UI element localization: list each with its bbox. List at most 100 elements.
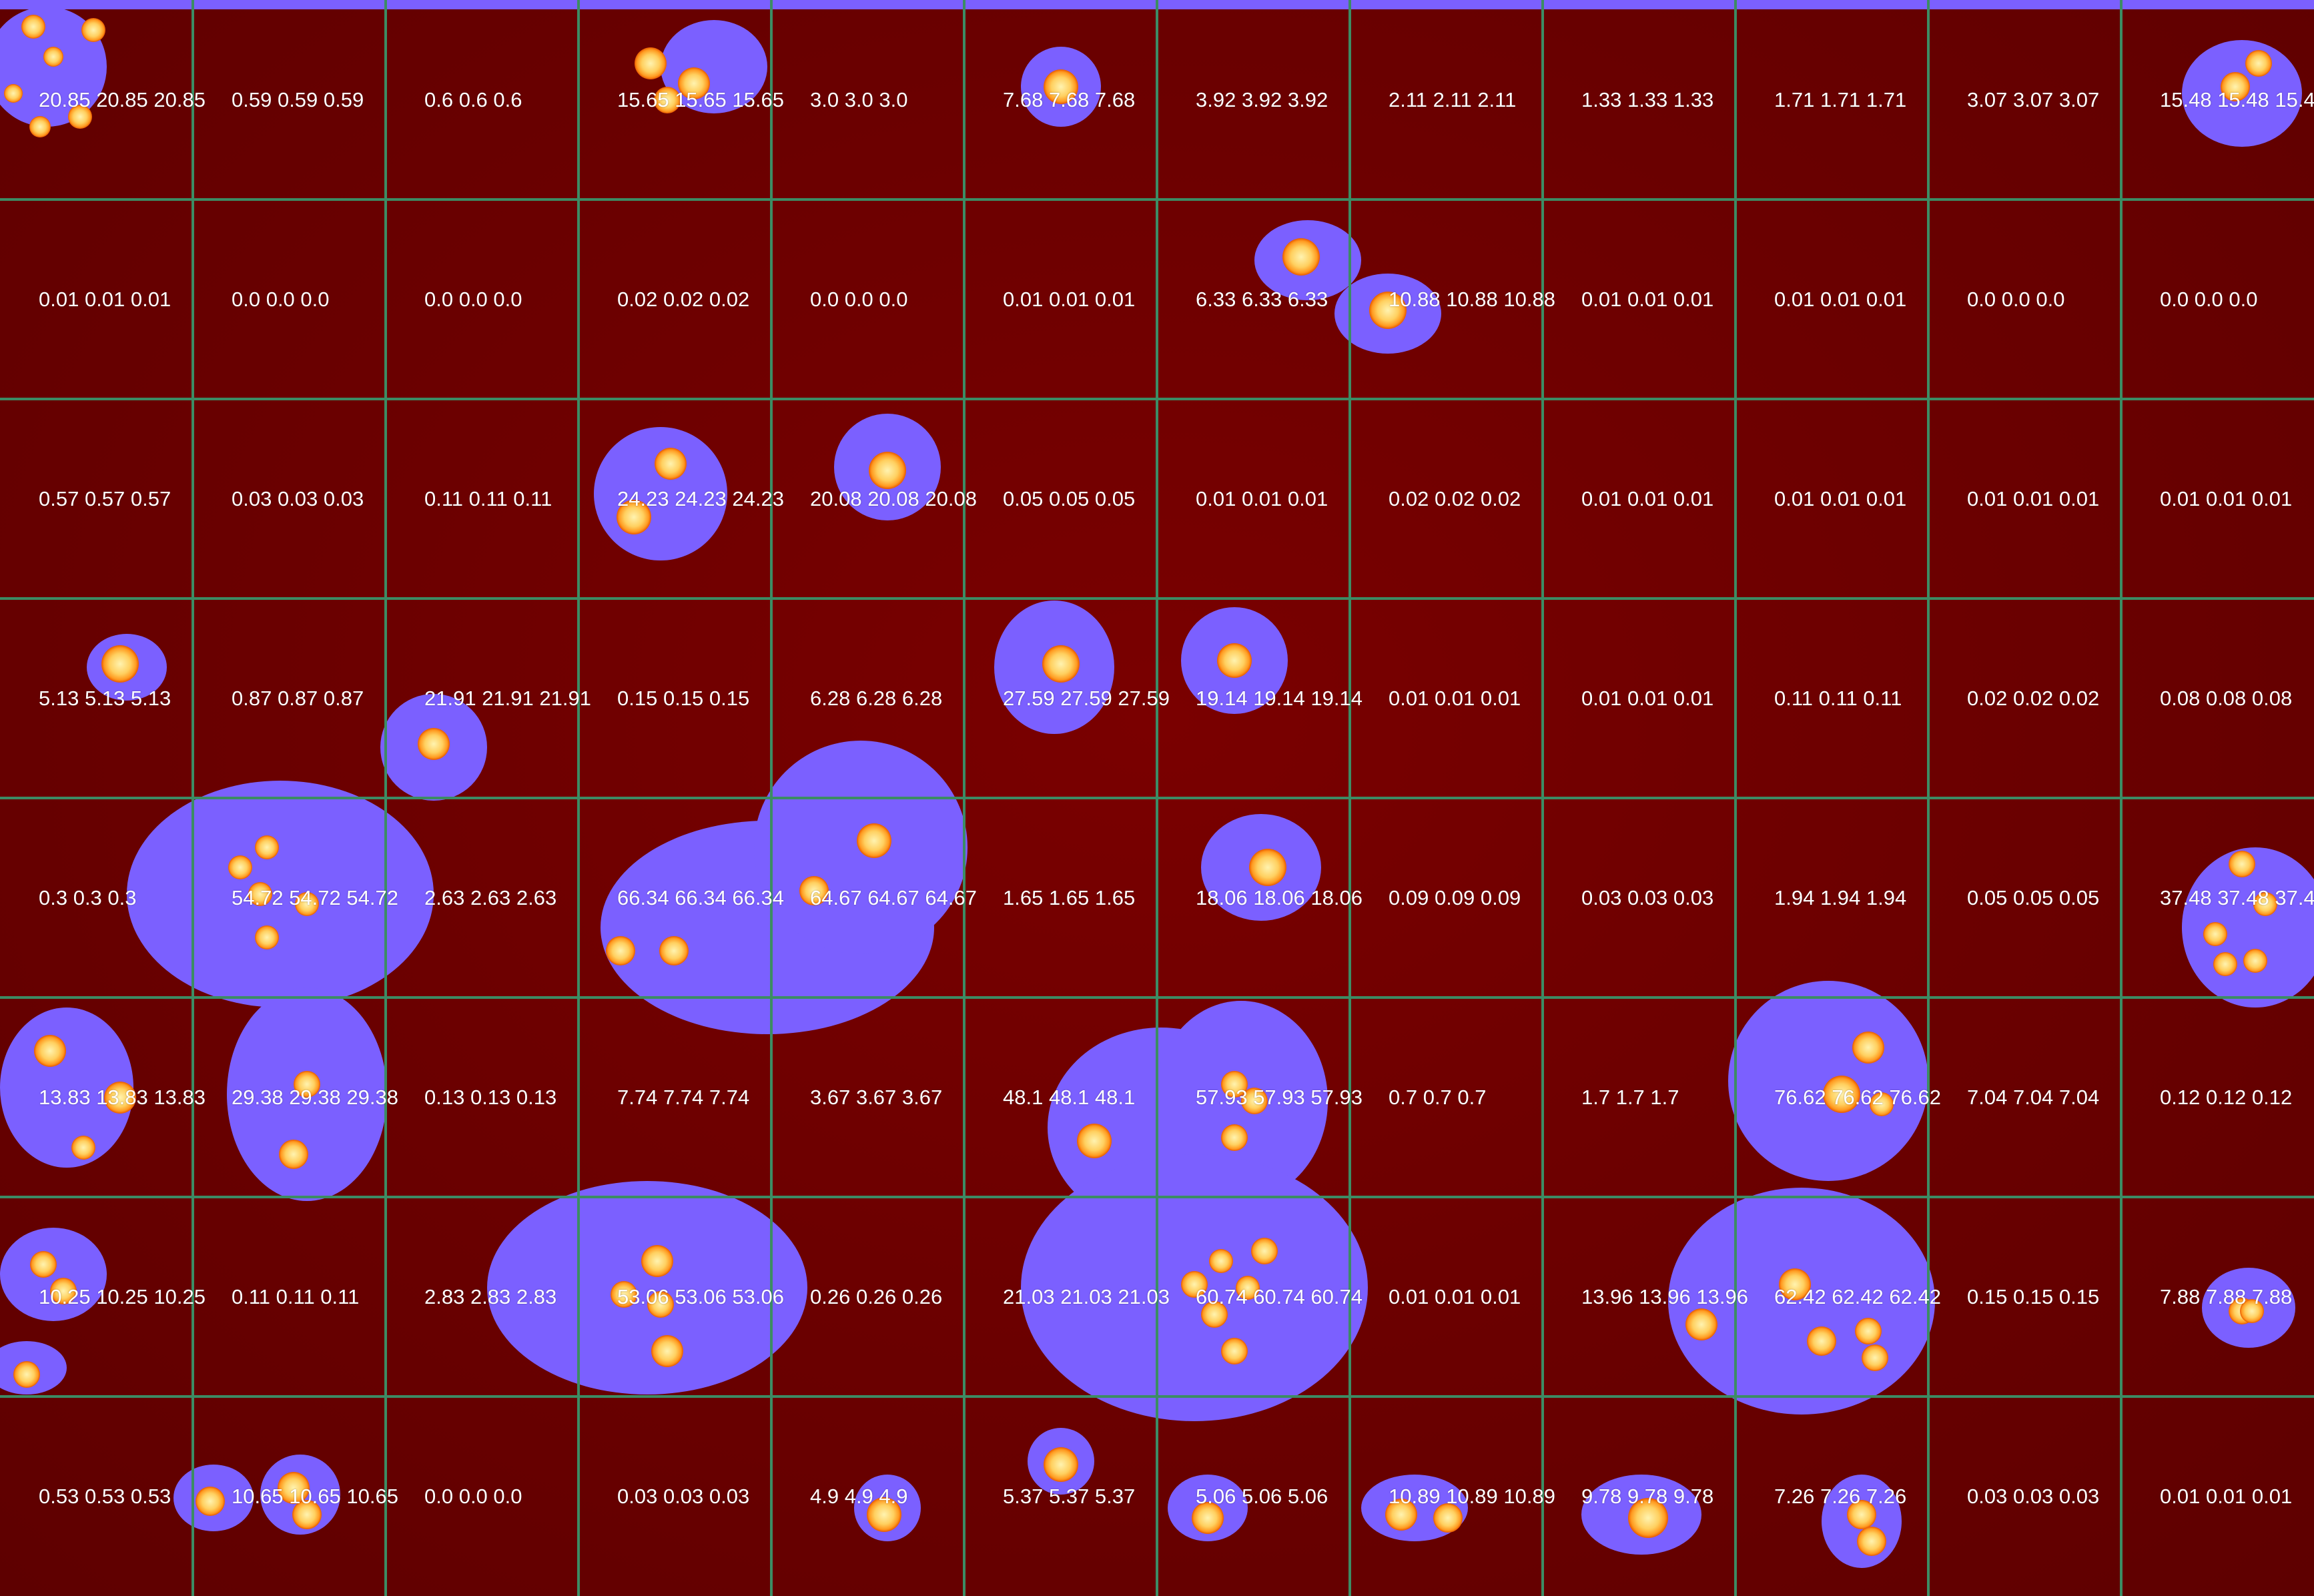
- cell-value-label: 0.09 0.09 0.09: [1389, 886, 1521, 909]
- cell-value-label: 64.67 64.67 64.67: [810, 886, 977, 909]
- cell-value-label: 7.04 7.04 7.04: [1967, 1086, 2100, 1109]
- colony-dot: [295, 892, 319, 916]
- cell-value-label: 0.87 0.87 0.87: [232, 687, 364, 710]
- halo-zone: [0, 1008, 133, 1168]
- cell-value-label: 5.06 5.06 5.06: [1196, 1485, 1328, 1508]
- colony-dot: [71, 1136, 95, 1160]
- cell-value-label: 0.0 0.0 0.0: [1967, 288, 2065, 311]
- grid-line-horizontal: [0, 797, 2314, 799]
- cell-value-label: 3.0 3.0 3.0: [810, 88, 908, 111]
- colony-dot: [255, 925, 279, 949]
- colony-dot: [13, 1361, 40, 1388]
- colony-dot: [294, 1071, 320, 1098]
- colony-dot: [2203, 922, 2227, 946]
- cell-value-label: 24.23 24.23 24.23: [617, 487, 784, 510]
- halo-zone: [487, 1181, 807, 1394]
- colony-layer: [4, 15, 2277, 1556]
- colony-dot: [248, 882, 272, 906]
- colony-dot: [1044, 1447, 1078, 1482]
- colony-dot: [4, 84, 23, 103]
- cell-value-label: 37.48 37.48 37.48: [2160, 886, 2314, 909]
- colony-dot: [2229, 851, 2255, 877]
- cell-value-label: 0.15 0.15 0.15: [617, 687, 750, 710]
- cell-value-label: 15.65 15.65 15.65: [617, 88, 784, 111]
- cell-value-label: 3.92 3.92 3.92: [1196, 88, 1328, 111]
- cell-value-label: 0.01 0.01 0.01: [1774, 487, 1907, 510]
- colony-dot: [418, 728, 450, 760]
- cell-value-label: 0.0 0.0 0.0: [424, 1485, 522, 1508]
- colony-dot: [1221, 1124, 1248, 1151]
- colony-dot: [1192, 1502, 1224, 1534]
- cell-value-label: 0.57 0.57 0.57: [39, 487, 171, 510]
- colony-dot: [1433, 1503, 1463, 1533]
- cell-value-label: 66.34 66.34 66.34: [617, 886, 784, 909]
- cell-value-label: 0.12 0.12 0.12: [2160, 1086, 2293, 1109]
- cell-value-label: 0.0 0.0 0.0: [810, 288, 908, 311]
- cell-value-label: 0.11 0.11 0.11: [232, 1285, 360, 1308]
- colony-dot: [651, 1335, 683, 1367]
- colony-dot: [278, 1472, 310, 1504]
- cell-value-label: 0.01 0.01 0.01: [1774, 288, 1907, 311]
- cell-value-label: 0.05 0.05 0.05: [1967, 886, 2100, 909]
- colony-dot: [228, 855, 252, 879]
- colony-dot: [1077, 1124, 1112, 1158]
- cell-value-label: 0.01 0.01 0.01: [1967, 487, 2100, 510]
- cell-value-label: 7.74 7.74 7.74: [617, 1086, 750, 1109]
- cell-value-label: 76.62 76.62 76.62: [1774, 1086, 1941, 1109]
- colony-dot: [611, 1281, 637, 1308]
- colony-dot: [2240, 1299, 2264, 1323]
- colony-dot: [659, 936, 689, 965]
- colony-dot: [678, 67, 710, 99]
- colony-dot: [654, 87, 681, 113]
- cell-value-label: 0.01 0.01 0.01: [1389, 687, 1521, 710]
- cell-value-label: 0.7 0.7 0.7: [1389, 1086, 1487, 1109]
- colony-dot: [1236, 1276, 1260, 1300]
- cell-value-label: 0.11 0.11 0.11: [1774, 687, 1902, 710]
- colony-dot: [2253, 892, 2277, 916]
- colony-dot: [641, 1245, 673, 1277]
- colony-dot: [869, 452, 906, 489]
- cell-value-label: 1.65 1.65 1.65: [1003, 886, 1136, 909]
- cell-value-label: 0.03 0.03 0.03: [1967, 1485, 2100, 1508]
- cell-value-label: 27.59 27.59 27.59: [1003, 687, 1170, 710]
- grid-line-horizontal: [0, 398, 2314, 400]
- cell-value-label: 21.03 21.03 21.03: [1003, 1285, 1170, 1308]
- cell-value-label: 0.13 0.13 0.13: [424, 1086, 557, 1109]
- cell-value-label: 7.26 7.26 7.26: [1774, 1485, 1907, 1508]
- colony-dot: [1628, 1498, 1668, 1538]
- cell-value-label: 0.01 0.01 0.01: [1581, 487, 1714, 510]
- colony-dot: [1385, 1499, 1417, 1531]
- colony-dot: [68, 105, 92, 129]
- cell-value-label: 29.38 29.38 29.38: [232, 1086, 398, 1109]
- cell-value-label: 1.33 1.33 1.33: [1581, 88, 1714, 111]
- halo-zone: [0, 1228, 107, 1321]
- cell-value-label: 7.88 7.88 7.88: [2160, 1285, 2293, 1308]
- cell-value-label: 18.06 18.06 18.06: [1196, 886, 1363, 909]
- colony-dot: [617, 500, 651, 534]
- colony-dot: [635, 47, 667, 79]
- colony-dot: [104, 1082, 136, 1114]
- cell-value-label: 0.01 0.01 0.01: [1389, 1285, 1521, 1308]
- cell-value-label: 20.08 20.08 20.08: [810, 487, 977, 510]
- cell-value-label: 0.08 0.08 0.08: [2160, 687, 2293, 710]
- cell-value-label: 0.11 0.11 0.11: [424, 487, 552, 510]
- colony-dot: [1847, 1500, 1876, 1529]
- colony-dot: [279, 1140, 308, 1169]
- cell-value-label: 3.07 3.07 3.07: [1967, 88, 2100, 111]
- cell-value-label: 1.94 1.94 1.94: [1774, 886, 1907, 909]
- halo-zone: [0, 7, 107, 127]
- cell-value-label: 9.78 9.78 9.78: [1581, 1485, 1714, 1508]
- cell-value-label: 2.83 2.83 2.83: [424, 1285, 557, 1308]
- cell-value-label: 0.0 0.0 0.0: [232, 288, 330, 311]
- cell-value-label: 21.91 21.91 21.91: [424, 687, 591, 710]
- colony-dot: [1181, 1271, 1208, 1298]
- colony-dot: [1042, 645, 1080, 683]
- colony-dot: [1852, 1032, 1884, 1064]
- colony-dot: [1221, 1338, 1248, 1364]
- colony-dot: [1241, 1088, 1268, 1114]
- cell-value-label: 0.0 0.0 0.0: [2160, 288, 2258, 311]
- cell-value-label: 1.7 1.7 1.7: [1581, 1086, 1679, 1109]
- colony-dot: [867, 1497, 901, 1532]
- colony-dot: [857, 823, 891, 858]
